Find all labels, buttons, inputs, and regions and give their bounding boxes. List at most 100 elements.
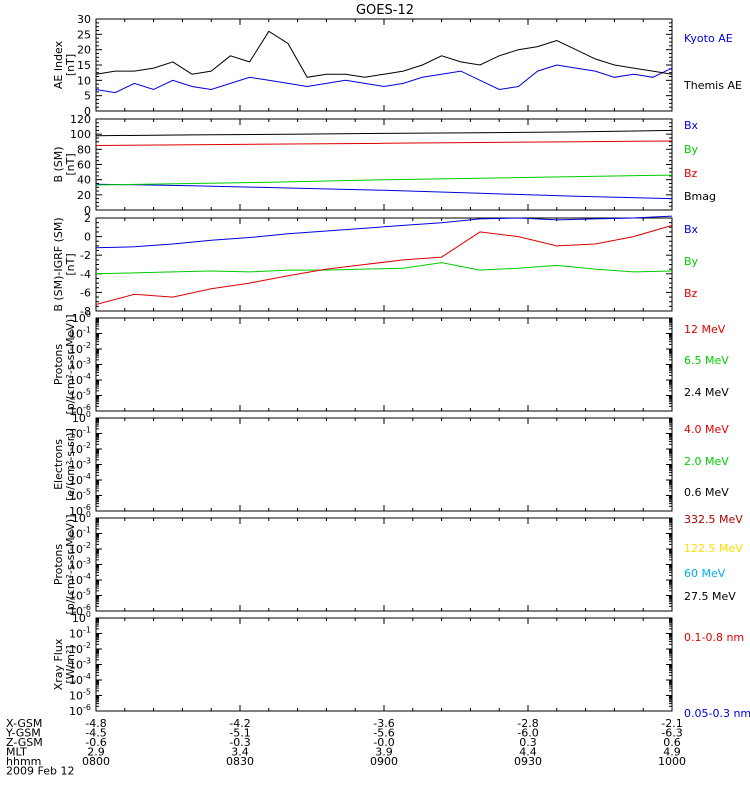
panel-frame (95, 417, 673, 512)
x-row-value: -4.2 (229, 717, 250, 730)
x-row-value: 0930 (514, 755, 542, 768)
y-tick-label: 10-2 (69, 441, 91, 456)
y-tick-label: 10-3 (69, 357, 91, 372)
y-tick-label: 10-4 (69, 572, 91, 587)
legend-label: 6.5 MeV (684, 354, 729, 367)
legend-label: 12 MeV (684, 323, 726, 336)
y-tick-label: 10-6 (69, 503, 91, 518)
y-tick-label: 100 (72, 410, 91, 425)
y-tick-label: 100 (72, 610, 91, 625)
x-row-value: -5.6 (373, 727, 394, 740)
y-tick-label: 30 (77, 13, 91, 26)
legend-label: 0.05-0.3 nm (684, 707, 750, 720)
y-tick-label: 0 (84, 105, 91, 118)
panel-bd: -8 -6 -4 -2 0 2 B (SM)-IGRF (SM)[nT] Bx By Bz (52, 212, 699, 318)
x-row-label: Y-GSM (5, 727, 41, 740)
y-tick-label: 10-4 (69, 472, 91, 487)
legend-label: Bx (684, 119, 699, 132)
x-row-value: -0.3 (229, 736, 250, 749)
y-tick-label: 100 (70, 128, 91, 141)
legend-label: By (684, 255, 699, 268)
series-line-by (95, 174, 673, 186)
series-line-bz (95, 224, 673, 305)
x-row-value: 0800 (82, 755, 110, 768)
panel-p2: 10-610-510-410-310-210-1100Protons[p/(cm… (52, 510, 743, 618)
legend-label: Bz (684, 287, 698, 300)
y-tick-label: 25 (77, 28, 91, 41)
x-row-value: 4.9 (663, 746, 681, 759)
y-axis-label: Xray Flux[W/m²] (52, 638, 77, 690)
x-row-value: 3.9 (375, 746, 393, 759)
y-tick-label: 10-1 (69, 326, 91, 341)
x-row-value: -0.6 (85, 736, 106, 749)
y-tick-label: 0 (84, 231, 91, 244)
y-tick-label: 80 (77, 143, 91, 156)
y-tick-label: 10-1 (69, 626, 91, 641)
y-tick-label: 10-1 (69, 526, 91, 541)
panel-frame (95, 217, 673, 312)
y-tick-label: 10-4 (69, 672, 91, 687)
y-tick-label: 40 (77, 174, 91, 187)
panel-frame (95, 517, 673, 612)
series-line-bmag (95, 129, 673, 137)
y-tick-label: 10-5 (69, 688, 91, 703)
series-line-by (95, 262, 673, 275)
x-row-value: 0.3 (519, 736, 537, 749)
legend-label: 60 MeV (684, 567, 726, 580)
y-tick-label: 2 (84, 212, 91, 225)
y-tick-label: -8 (80, 305, 91, 318)
y-axis-label: AE Index[nT] (52, 40, 77, 89)
y-tick-label: 10-5 (69, 388, 91, 403)
x-row-label: Z-GSM (6, 736, 43, 749)
y-tick-label: 10-2 (69, 341, 91, 356)
legend-label: Kyoto AE (684, 32, 733, 45)
x-row-value: -4.5 (85, 727, 106, 740)
figure-title: GOES-12 (356, 3, 414, 18)
legend-label: 122.5 MeV (684, 542, 743, 555)
x-row-value: 0900 (370, 755, 398, 768)
date-label: 2009 Feb 12 (6, 765, 74, 778)
y-tick-label: 10-1 (69, 426, 91, 441)
y-tick-label: 20 (77, 189, 91, 202)
legend-label: 2.0 MeV (684, 455, 729, 468)
y-axis-label: B (SM)[nT] (52, 146, 77, 182)
legend-label: Bmag (684, 190, 716, 203)
panel-p1: 10-610-510-410-310-210-1100Protons[p/(cm… (52, 310, 729, 418)
x-axis-footer: X-GSM -4.8 -4.2 -3.6 -2.8 -2.1 Y-GSM -4.5 -5.1 -5… (5, 717, 686, 778)
y-tick-label: 20 (77, 44, 91, 57)
y-tick-label: 5 (84, 90, 91, 103)
y-tick-label: 100 (72, 310, 91, 325)
series-line-kyoto-ae (95, 64, 673, 94)
panel-frame (95, 317, 673, 412)
x-row-value: 0.6 (663, 736, 681, 749)
x-row-value: -6.0 (517, 727, 538, 740)
y-tick-label: 0 (84, 204, 91, 217)
y-tick-label: 10-3 (69, 657, 91, 672)
x-row-label: hhmm (6, 755, 41, 768)
x-row-value: -2.1 (661, 717, 682, 730)
x-row-value: 2.9 (87, 746, 105, 759)
x-row-value: -3.6 (373, 717, 394, 730)
y-tick-label: 60 (77, 159, 91, 172)
y-tick-label: 15 (77, 59, 91, 72)
y-tick-label: 10-6 (69, 603, 91, 618)
legend-label: 4.0 MeV (684, 423, 729, 436)
x-row-value: 3.4 (231, 746, 249, 759)
legend-label: 27.5 MeV (684, 590, 736, 603)
x-row-label: MLT (6, 746, 27, 759)
x-row-value: 4.4 (519, 746, 537, 759)
legend-label: 332.5 MeV (684, 513, 743, 526)
y-axis-label: Protons[p/(cm²-s-sr-MeV)] (52, 515, 77, 615)
x-row-value: -2.8 (517, 717, 538, 730)
y-tick-label: -2 (80, 249, 91, 262)
y-tick-label: 10-2 (69, 541, 91, 556)
y-tick-label: 10-3 (69, 557, 91, 572)
panel-frame (95, 617, 673, 712)
y-axis-label: Electrons[e/(cm²-s-sr)] (52, 428, 77, 501)
y-tick-label: -6 (80, 286, 91, 299)
series-line-bz (95, 140, 673, 146)
panel-b: 0 20 40 60 80 100 120 B (SM)[nT] Bx By Bz Bmag (52, 113, 716, 217)
x-row-value: -5.1 (229, 727, 250, 740)
legend-label: Themis AE (683, 79, 742, 92)
